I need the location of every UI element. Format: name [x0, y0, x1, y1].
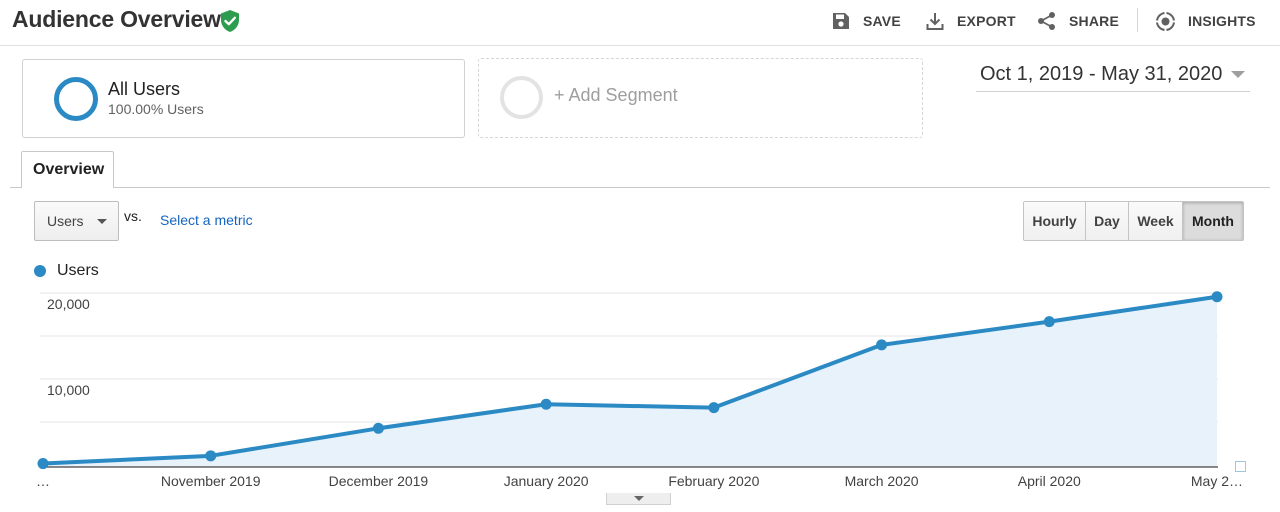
tab-divider [10, 187, 1270, 188]
x-tick-label: January 2020 [504, 473, 589, 489]
insights-button[interactable]: INSIGHTS [1155, 8, 1256, 34]
tab-overview[interactable]: Overview [21, 151, 114, 188]
users-series-line [41, 294, 1219, 466]
granularity-toggle: Hourly Day Week Month [1023, 201, 1244, 241]
segment-name: All Users [108, 79, 181, 99]
share-button[interactable]: SHARE [1037, 8, 1119, 34]
tab-overview-label: Overview [33, 161, 105, 178]
granularity-week[interactable]: Week [1129, 202, 1183, 240]
x-tick-label: December 2019 [329, 473, 429, 489]
chevron-down-icon [1231, 71, 1245, 78]
x-tick-label: … [36, 473, 50, 489]
data-point[interactable] [372, 422, 384, 434]
chart-annotation-icon[interactable] [1235, 461, 1246, 472]
y-tick-label: 10,000 [47, 382, 90, 398]
date-range-text: Oct 1, 2019 - May 31, 2020 [980, 63, 1223, 85]
insights-label: INSIGHTS [1188, 13, 1256, 29]
page-title: Audience Overview [12, 6, 221, 32]
add-segment-ring [500, 76, 543, 119]
y-tick-label: 20,000 [47, 296, 90, 312]
save-icon [833, 13, 849, 29]
export-button[interactable]: EXPORT [925, 8, 1016, 34]
data-point[interactable] [708, 402, 720, 414]
verified-shield-icon [221, 10, 239, 32]
add-segment-label: + Add Segment [554, 85, 678, 105]
metric-dropdown[interactable]: Users [34, 201, 119, 241]
save-label: SAVE [863, 13, 901, 29]
x-tick-label: May 2… [1191, 473, 1243, 489]
granularity-month[interactable]: Month [1183, 202, 1243, 240]
data-point[interactable] [37, 458, 49, 470]
annotation-expand-tab[interactable] [606, 493, 671, 505]
select-metric-link[interactable]: Select a metric [160, 212, 253, 228]
data-point[interactable] [1043, 316, 1055, 328]
share-label: SHARE [1069, 13, 1120, 29]
vs-label: vs. [124, 208, 142, 224]
metric-dropdown-label: Users [47, 213, 84, 229]
add-segment-button[interactable]: + Add Segment [478, 58, 923, 138]
data-point[interactable] [876, 339, 888, 351]
segment-color-ring [54, 77, 98, 121]
granularity-day[interactable]: Day [1086, 202, 1129, 240]
share-icon [1038, 12, 1055, 30]
export-icon [926, 13, 944, 30]
date-range-picker[interactable]: Oct 1, 2019 - May 31, 2020 [976, 60, 1250, 92]
segment-percentage: 100.00% Users [108, 101, 204, 117]
legend-label: Users [57, 262, 99, 279]
granularity-hourly[interactable]: Hourly [1024, 202, 1086, 240]
export-label: EXPORT [957, 13, 1016, 29]
insights-icon [1155, 10, 1176, 32]
segment-all-users[interactable]: All Users 100.00% Users [22, 59, 465, 138]
legend-swatch [34, 265, 46, 277]
toolbar-divider [1137, 8, 1138, 32]
x-tick-label: February 2020 [668, 473, 759, 489]
caret-down-icon [634, 496, 644, 501]
x-tick-label: March 2020 [845, 473, 919, 489]
x-tick-label: November 2019 [161, 473, 261, 489]
data-point[interactable] [205, 450, 217, 462]
data-point[interactable] [540, 398, 552, 410]
chart-area-fill [43, 296, 1217, 467]
data-point[interactable] [1211, 291, 1223, 303]
save-button[interactable]: SAVE [831, 8, 901, 34]
header-bar: Audience Overview SAVE EXPORT SHARE [0, 0, 1280, 46]
caret-down-icon [97, 219, 107, 224]
x-tick-label: April 2020 [1018, 473, 1081, 489]
